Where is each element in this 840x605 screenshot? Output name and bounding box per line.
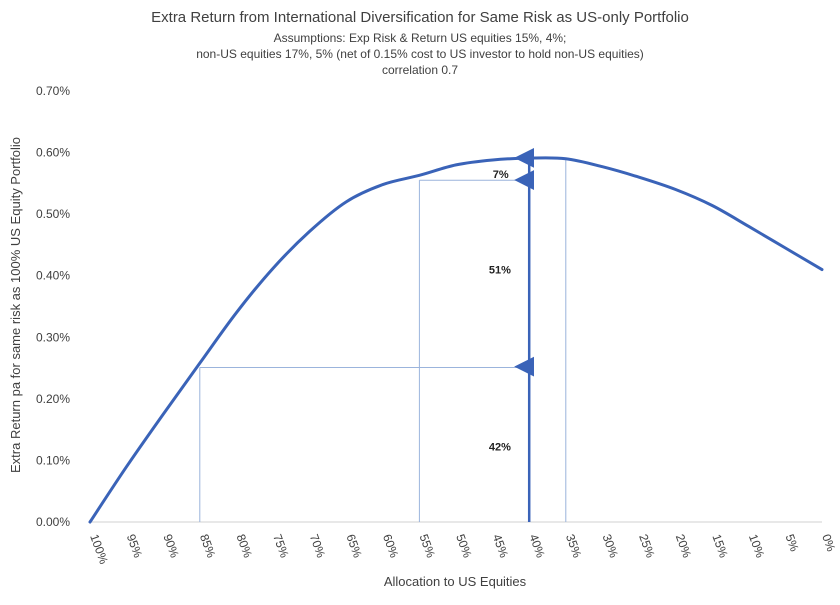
y-tick-label: 0.60% <box>36 146 70 160</box>
annotations-layer: 42% 51% 7% <box>489 169 511 453</box>
x-tick-label: 45% <box>490 532 511 560</box>
x-tick-label: 0% <box>819 532 838 553</box>
x-axis-ticks: 100% 95% 90% 85% 80% 75% 70% 65% 60% 55% 50% 45% 40%… <box>87 532 838 566</box>
y-axis-title: Extra Return pa for same risk as 100% US… <box>8 137 23 473</box>
x-tick-label: 65% <box>343 532 364 560</box>
x-tick-label: 25% <box>636 532 657 560</box>
y-tick-label: 0.00% <box>36 515 70 529</box>
y-tick-label: 0.30% <box>36 330 70 344</box>
chart-subtitle-line-1: Assumptions: Exp Risk & Return US equiti… <box>274 31 567 45</box>
y-tick-label: 0.40% <box>36 269 70 283</box>
chart-subtitle-line-2: non-US equities 17%, 5% (net of 0.15% co… <box>196 47 644 61</box>
x-tick-label: 95% <box>124 532 145 560</box>
x-tick-label: 30% <box>600 532 621 560</box>
x-tick-label: 90% <box>160 532 181 560</box>
x-tick-label: 5% <box>783 532 802 553</box>
annotation-label: 7% <box>493 169 509 181</box>
x-tick-label: 10% <box>746 532 767 560</box>
x-tick-label: 70% <box>307 532 328 560</box>
x-tick-label: 35% <box>563 532 584 560</box>
y-tick-label: 0.70% <box>36 84 70 98</box>
y-tick-label: 0.10% <box>36 453 70 467</box>
x-tick-label: 85% <box>197 532 218 560</box>
annotation-label: 51% <box>489 265 511 277</box>
series-layer <box>88 156 824 524</box>
x-tick-label: 60% <box>380 532 401 560</box>
x-tick-label: 40% <box>526 532 547 560</box>
x-tick-label: 55% <box>417 532 438 560</box>
x-tick-label: 75% <box>270 532 291 560</box>
annotation-label: 42% <box>489 441 511 453</box>
x-tick-label: 20% <box>673 532 694 560</box>
y-tick-label: 0.50% <box>36 207 70 221</box>
reference-lines <box>199 158 567 522</box>
chart-subtitle-line-3: correlation 0.7 <box>382 63 458 77</box>
x-tick-label: 80% <box>234 532 255 560</box>
y-axis-ticks: 0.00% 0.10% 0.20% 0.30% 0.40% 0.50% 0.60% 0.70% <box>36 84 70 529</box>
series-line <box>88 156 824 524</box>
chart-title: Extra Return from International Diversif… <box>151 9 689 26</box>
x-axis-title: Allocation to US Equities <box>384 574 527 589</box>
x-tick-label: 100% <box>87 532 111 566</box>
x-tick-label: 50% <box>453 532 474 560</box>
y-tick-label: 0.20% <box>36 392 70 406</box>
x-tick-label: 15% <box>709 532 730 560</box>
